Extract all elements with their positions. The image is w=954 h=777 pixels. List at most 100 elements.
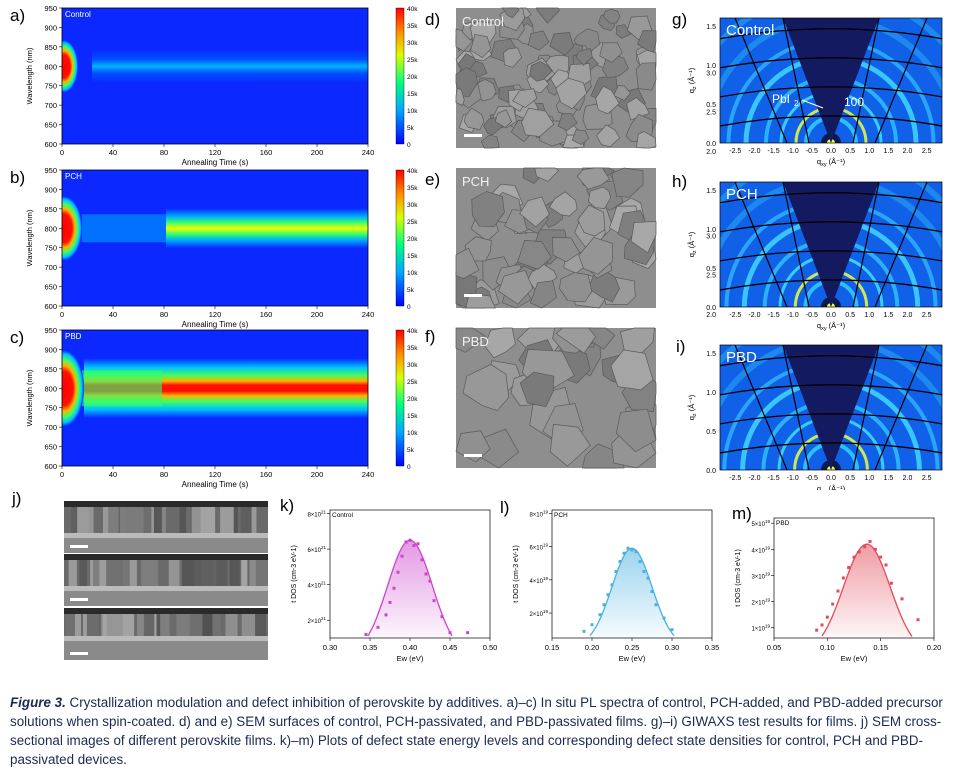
dos-data-point xyxy=(606,593,610,597)
dos-data-point xyxy=(670,628,674,632)
giwaxs-missing-wedge xyxy=(783,345,879,470)
x-tick-label: 1.0 xyxy=(864,312,874,319)
xsec-grain xyxy=(74,614,81,636)
sem-grain xyxy=(527,30,550,51)
heatmap-band-pch xyxy=(46,196,368,261)
sem-grain xyxy=(463,107,485,130)
x-tick-label: 2.5 xyxy=(922,475,932,482)
y-tick-label: 700 xyxy=(44,263,57,272)
dos-data-point xyxy=(836,589,840,593)
xsec-grain xyxy=(107,560,122,586)
x-tick-label: 0.25 xyxy=(625,643,640,652)
x-tick-label: 120 xyxy=(209,310,222,319)
y-tick-label: 750 xyxy=(44,82,57,91)
sem-grain xyxy=(455,327,487,353)
colorbar-tick-label: 25k xyxy=(407,379,418,386)
x-tick-label: -2.5 xyxy=(729,148,741,155)
y-tick-label: 3.0 xyxy=(706,71,716,78)
sem-panel-name: PBD xyxy=(462,334,489,349)
y-tick-label: 800 xyxy=(44,62,57,71)
xsec-grain xyxy=(225,614,238,636)
dos-data-point xyxy=(863,545,867,549)
xsec-grain xyxy=(119,507,129,533)
xsec-grain xyxy=(231,507,238,533)
sem-grain xyxy=(571,129,590,145)
y-tick-exponent: 21 xyxy=(321,616,327,621)
heatmap-panel-name: PBD xyxy=(65,332,82,341)
sem-grain xyxy=(480,134,500,149)
dos-data-point xyxy=(466,631,470,635)
y-tick-label: 4×1019 xyxy=(751,545,770,554)
y-tick-label: 650 xyxy=(44,443,57,452)
y-tick-label: 650 xyxy=(44,283,57,292)
y-tick-label: 0.5 xyxy=(706,266,716,273)
giwaxs-grid-radial xyxy=(874,345,928,470)
sem-grain xyxy=(559,272,593,303)
y-tick-label: 950 xyxy=(44,166,57,175)
sem-grain xyxy=(587,271,620,303)
sem-grain xyxy=(519,196,550,228)
sem-grain xyxy=(611,167,644,198)
x-tick-label: -0.5 xyxy=(806,148,818,155)
y-tick-label: 4×1021 xyxy=(307,581,326,590)
dos-data-point xyxy=(815,628,819,632)
x-tick-label: 40 xyxy=(109,470,117,479)
sem-grain xyxy=(549,423,591,467)
xsec-grain xyxy=(191,507,204,533)
colorbar-tick-label: 30k xyxy=(407,40,418,47)
x-axis-label: qxy (Å⁻¹) xyxy=(817,484,846,490)
x-tick-label: 0.35 xyxy=(363,643,378,652)
dos-data-point xyxy=(424,572,428,576)
colorbar-tick-label: 35k xyxy=(407,345,418,352)
x-axis-label-unit: (Å⁻¹) xyxy=(827,484,846,490)
dos-data-point xyxy=(364,632,368,636)
cross-section-image xyxy=(64,554,268,606)
y-axis-label: qz (Å⁻¹) xyxy=(687,67,698,93)
sem-grain xyxy=(551,237,581,263)
y-tick-label: 5×1019 xyxy=(751,519,770,528)
giwaxs-missing-wedge xyxy=(783,18,879,143)
colorbar-tick-label: 10k xyxy=(407,430,418,437)
giwaxs-grid-curve xyxy=(720,57,942,69)
dos-fit-area xyxy=(368,540,452,638)
giwaxs-grid-curve xyxy=(720,355,942,367)
x-tick-label: 160 xyxy=(260,148,273,157)
colorbar-tick-label: 15k xyxy=(407,91,418,98)
xsec-grain xyxy=(65,614,76,636)
colorbar-tick-label: 10k xyxy=(407,270,418,277)
dos-data-point xyxy=(630,548,634,552)
colorbar-tick-label: 0 xyxy=(407,142,411,149)
sem-grain xyxy=(578,236,613,275)
heatmap-mask xyxy=(42,8,62,144)
x-tick-label: 2.0 xyxy=(903,312,913,319)
giwaxs-grid-curve xyxy=(720,279,942,291)
y-axis-label-unit: (Å⁻¹) xyxy=(687,394,696,413)
dos-data-point xyxy=(825,615,829,619)
giwaxs-grid-radial xyxy=(734,182,788,307)
y-axis-label: qz (Å⁻¹) xyxy=(687,394,698,420)
sem-grain xyxy=(577,204,606,237)
dos-data-point xyxy=(598,613,602,617)
xsec-grain xyxy=(220,507,234,533)
heatmap-band-main xyxy=(92,49,368,84)
sem-grain xyxy=(596,124,621,148)
y-tick-exponent: 19 xyxy=(765,545,771,550)
y-tick-exponent: 19 xyxy=(765,571,771,576)
giwaxs-grid-curve xyxy=(720,192,942,204)
colorbar-tick-label: 15k xyxy=(407,253,418,260)
xsec-grain xyxy=(168,560,180,586)
y-tick-label: 1×1019 xyxy=(751,624,770,633)
sem-grain xyxy=(575,47,593,66)
sem-grain xyxy=(549,191,578,217)
x-tick-label: 0.20 xyxy=(927,643,942,652)
colorbar-tick-label: 0 xyxy=(407,304,411,311)
annotation-pbi2: PbI xyxy=(772,92,790,106)
dos-data-point xyxy=(392,586,396,590)
dos-data-point xyxy=(654,603,658,607)
colorbar-tick-label: 40k xyxy=(407,168,418,175)
dos-data-point xyxy=(582,629,586,633)
y-axis-label: Wavelength (nm) xyxy=(25,369,34,426)
y-tick-label: 2×1021 xyxy=(307,616,326,625)
xsec-grain xyxy=(144,614,155,636)
y-tick-label: 3.0 xyxy=(706,234,716,241)
